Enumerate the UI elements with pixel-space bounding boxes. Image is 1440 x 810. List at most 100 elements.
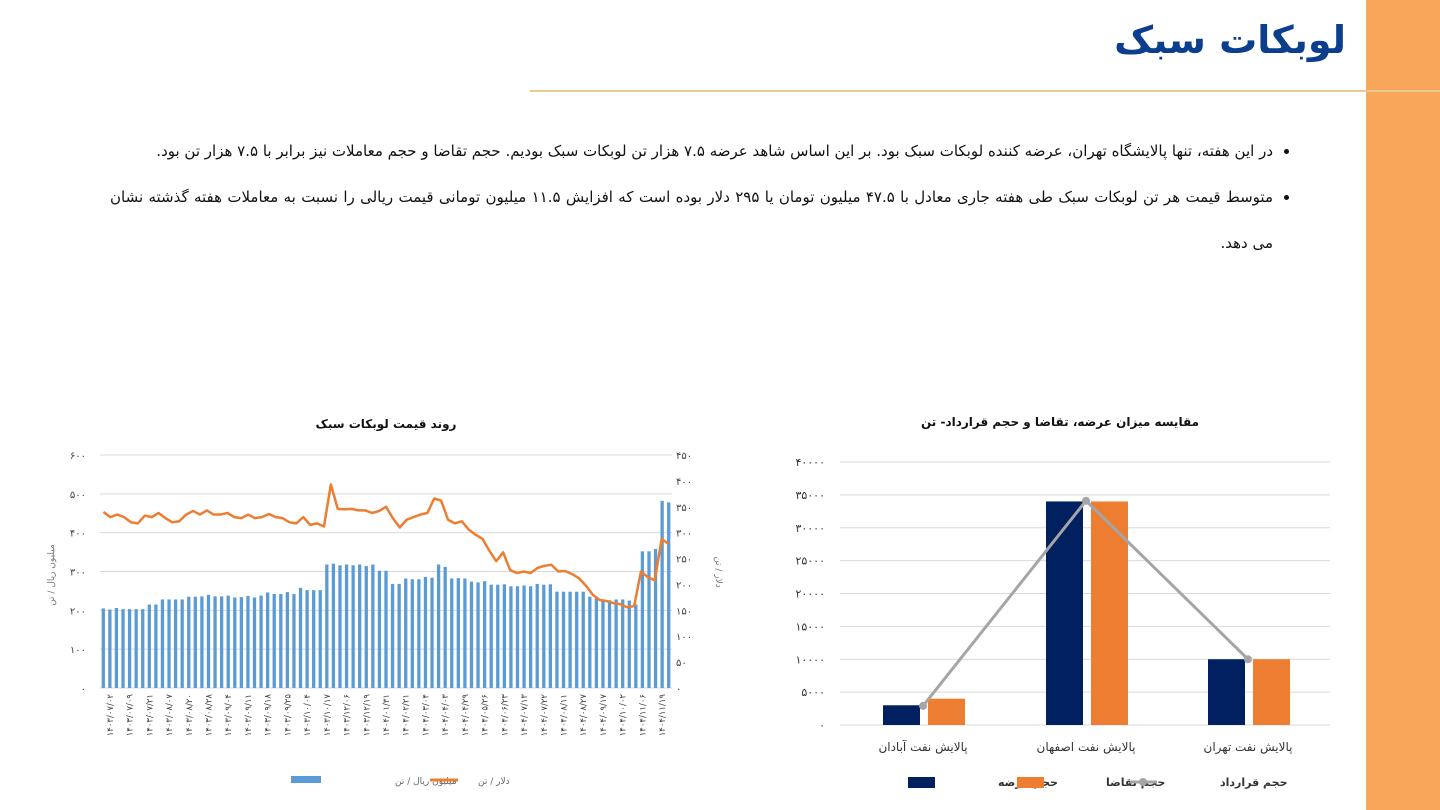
price-bar — [417, 579, 421, 688]
price-bar — [614, 599, 618, 688]
x-tick-label: ۱۴۰۳/۱۲/۰۶ — [343, 694, 353, 736]
price-bar — [640, 551, 645, 688]
x-tick-label: ۱۴۰۴/۱۱/۰۶ — [638, 694, 648, 736]
price-bar — [108, 609, 112, 688]
contract-volume-point — [919, 701, 927, 710]
x-tick-label: ۱۴۰۴/۰۱/۳۱ — [382, 694, 392, 736]
x-tick-label: ۱۴۰۳/۰۸/۲۰ — [185, 694, 195, 736]
price-bar — [193, 596, 197, 688]
y2-tick-label: ۳۰۰ — [676, 529, 692, 540]
price-bar — [456, 578, 460, 688]
price-bar — [206, 594, 211, 688]
price-bar — [515, 586, 520, 688]
x-tick-label: ۱۴۰۳/۰۹/۲۵ — [283, 694, 293, 737]
price-bar — [285, 592, 290, 688]
demand-bar — [1253, 659, 1290, 725]
y-tick-label: ۰ — [819, 719, 825, 732]
y2-tick-label: ۰ — [676, 684, 681, 695]
price-bar — [364, 566, 368, 688]
contract-volume-point — [1082, 496, 1090, 505]
price-bar — [496, 584, 500, 688]
chart-title: مقایسه میزان عرضه، تقاضا و حجم قرارداد- … — [921, 415, 1199, 430]
price-bar — [318, 590, 322, 688]
title-divider — [530, 90, 1440, 92]
supply-bar — [1046, 501, 1083, 725]
x-tick-label: ۱۴۰۴/۰۷/۲۲ — [540, 694, 550, 737]
price-bar — [233, 597, 237, 688]
price-bar — [127, 609, 132, 688]
x-tick-label: ۱۴۰۴/۱۰/۰۲ — [619, 694, 629, 737]
y-tick-label: ۴۰۰ — [70, 529, 86, 540]
y-tick-label: ۳۰۰۰۰ — [795, 522, 825, 535]
price-bar — [594, 597, 599, 688]
x-tick-label: ۱۴۰۴/۰۳/۰۴ — [421, 694, 431, 736]
x-tick-label: ۱۴۰۳/۰۷/۲۱ — [145, 694, 155, 736]
y2-tick-label: ۵۰ — [676, 658, 687, 669]
price-bar — [252, 597, 257, 688]
price-bar — [469, 581, 474, 688]
x-tick-label: ۱۴۰۳/۰۸/۲۸ — [204, 694, 214, 737]
y-tick-label: ۳۵۰۰۰ — [795, 489, 825, 502]
price-bar — [279, 594, 283, 688]
price-bar — [581, 591, 585, 688]
price-bar — [568, 591, 572, 688]
price-bar — [239, 597, 243, 688]
price-bar — [344, 564, 349, 688]
price-bar — [121, 609, 125, 688]
y-tick-label: ۶۰۰ — [70, 451, 86, 462]
y2-tick-label: ۲۵۰ — [676, 555, 692, 566]
price-bar — [410, 579, 414, 688]
price-bar — [660, 500, 664, 688]
price-bar — [482, 581, 487, 688]
y-tick-label: ۱۰۰ — [70, 645, 86, 656]
y-tick-label: ۲۰۰ — [70, 606, 86, 617]
x-tick-label: ۱۴۰۳/۰۹/۰۴ — [224, 694, 234, 736]
supply-bar — [883, 705, 920, 725]
price-bar — [331, 563, 336, 688]
y-axis-label: میلیون ریال / تن — [47, 544, 57, 606]
x-tick-label: ۱۴۰۳/۰۹/۱۱ — [244, 694, 254, 736]
y2-tick-label: ۴۵۰ — [676, 451, 692, 462]
bullet-supply: در این هفته، تنها پالایشگاه تهران، عرضه … — [110, 128, 1273, 174]
price-bar — [351, 565, 355, 688]
price-bar — [147, 604, 151, 688]
price-bar — [535, 583, 539, 688]
legend-label-contract: حجم قرارداد — [1220, 776, 1288, 789]
x-tick-label: ۱۴۰۴/۰۵/۲۶ — [481, 694, 491, 736]
x-category-label: پالایش نفت اصفهان — [1037, 740, 1136, 755]
demand-bar — [1091, 501, 1128, 725]
price-bar — [180, 599, 184, 688]
y-tick-label: ۴۰۰۰۰ — [795, 456, 825, 469]
y-tick-label: ۱۵۰۰۰ — [795, 620, 825, 633]
contract-volume-line — [921, 498, 1250, 707]
price-bar — [634, 604, 638, 688]
legend-swatch-supply — [908, 777, 935, 788]
supply-bar — [1208, 659, 1245, 725]
legend-swatch-demand — [1017, 777, 1044, 788]
y2-tick-label: ۴۰۰ — [676, 477, 692, 488]
price-bar — [292, 594, 296, 688]
x-tick-label: ۱۴۰۴/۱۱/۱۹ — [658, 694, 668, 737]
price-bar — [397, 583, 401, 688]
demand-bar — [928, 698, 965, 725]
legend-marker-contract — [1139, 778, 1147, 786]
price-bar — [141, 609, 145, 688]
x-tick-label: ۱۴۰۳/۱۰/۰۴ — [303, 694, 313, 736]
price-bar — [607, 600, 612, 688]
price-bar — [219, 596, 224, 688]
price-bar — [305, 590, 309, 688]
y-tick-label: ۳۰۰ — [70, 568, 86, 579]
price-bar — [509, 586, 513, 688]
price-bar — [647, 551, 651, 688]
x-tick-label: ۱۴۰۴/۰۸/۲۷ — [579, 694, 589, 737]
price-bar — [588, 596, 592, 688]
x-category-label: پالایش نفت تهران — [1204, 740, 1293, 755]
price-bar — [443, 566, 447, 688]
price-bar — [653, 548, 658, 688]
legend-label-dollar: دلار / تن — [478, 777, 510, 787]
summary-text: در این هفته، تنها پالایشگاه تهران، عرضه … — [110, 128, 1295, 266]
y-tick-label: ۰ — [81, 684, 86, 695]
price-bar — [555, 591, 559, 688]
price-bar — [213, 596, 217, 688]
